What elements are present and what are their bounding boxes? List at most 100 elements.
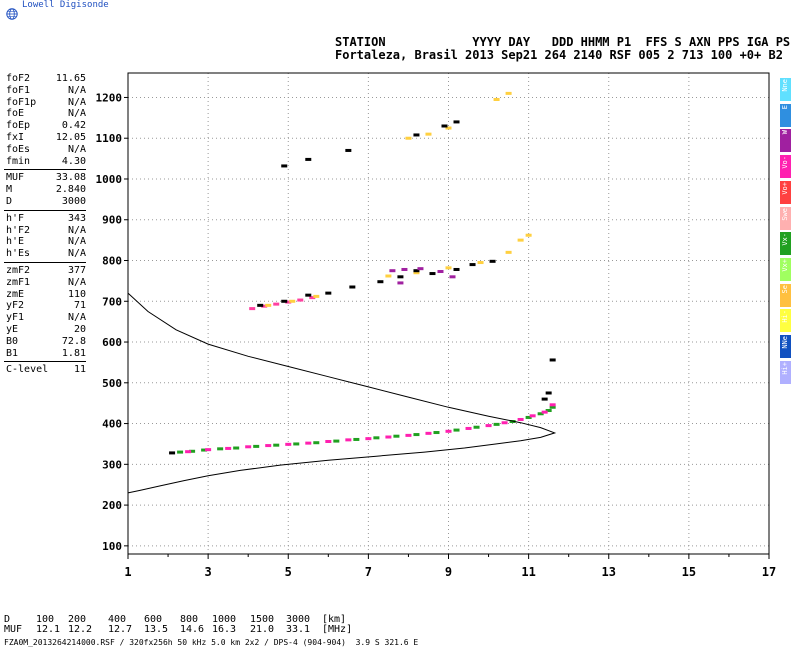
- echo-point: [445, 266, 452, 270]
- echo-point: [233, 446, 240, 450]
- echo-point: [493, 97, 500, 101]
- parameter-value: N/A: [67, 84, 86, 96]
- legend-entry: Hi+: [780, 360, 791, 384]
- parameter-name: h'F2: [6, 224, 31, 236]
- parameter-value: N/A: [67, 143, 86, 155]
- parameter-name: D: [6, 196, 13, 207]
- echo-point: [405, 136, 412, 140]
- echo-point: [437, 270, 444, 274]
- echo-point: [385, 435, 392, 439]
- echo-point: [281, 164, 288, 168]
- legend-entry: Se: [780, 283, 791, 307]
- echo-point: [413, 133, 420, 137]
- echo-point: [253, 444, 260, 448]
- parameter-row: C-level 11: [6, 364, 86, 376]
- y-tick-label: 100: [102, 540, 122, 553]
- echo-point: [453, 428, 460, 432]
- parameter-row: fmin 4.30: [6, 156, 86, 168]
- parameter-name: h'F: [6, 212, 25, 224]
- legend-entry: Vo+: [780, 180, 791, 204]
- parameter-row: D 3000: [6, 196, 86, 208]
- grid: [128, 73, 769, 554]
- parameter-name: foF1: [6, 84, 31, 96]
- echo-point: [313, 441, 320, 445]
- parameter-row: yE 20: [6, 324, 86, 336]
- parameter-name: MUF: [6, 172, 25, 184]
- parameter-name: h'Es: [6, 248, 31, 260]
- muf-value: 16.3: [212, 624, 237, 635]
- distance-value: 3000: [286, 614, 311, 625]
- parameter-separator: [4, 262, 86, 263]
- parameter-row: yF2 71: [6, 300, 86, 312]
- distance-value: 1500: [250, 614, 275, 625]
- echo-point: [517, 417, 524, 421]
- y-tick-label: 900: [102, 214, 122, 227]
- parameter-value: N/A: [67, 224, 86, 236]
- parameter-name: zmF2: [6, 265, 31, 276]
- echo-point: [353, 437, 360, 441]
- echo-point: [333, 439, 340, 443]
- echo-point: [217, 447, 224, 451]
- legend-entry: Nne: [780, 78, 791, 101]
- parameter-name: fxI: [6, 132, 25, 143]
- echo-point: [249, 307, 256, 311]
- parameter-value: 4.30: [61, 155, 86, 167]
- echo-point: [273, 443, 280, 447]
- legend-entry: Vx-: [780, 232, 791, 256]
- x-tick-label: 17: [762, 565, 776, 579]
- echo-point: [549, 403, 556, 407]
- parameter-row: zmF2 377: [6, 265, 86, 277]
- echo-point: [549, 358, 556, 362]
- x-tick-label: 11: [521, 565, 535, 579]
- echo-point: [305, 157, 312, 161]
- parameter-value: 377: [67, 265, 86, 276]
- y-tick-label: 700: [102, 295, 122, 308]
- echo-point: [385, 274, 392, 278]
- legend-entry: Vo-: [780, 155, 791, 179]
- echo-point: [517, 238, 524, 242]
- y-tick-label: 500: [102, 377, 122, 390]
- echo-point: [525, 233, 532, 237]
- legend-entry: Swe: [780, 206, 791, 230]
- x-tick-label: 7: [365, 565, 372, 579]
- echo-point: [305, 293, 312, 297]
- echo-point: [397, 275, 404, 279]
- echo-point: [325, 291, 332, 295]
- echo-point: [281, 299, 288, 303]
- echo-point: [489, 259, 496, 263]
- echo-point: [545, 391, 552, 395]
- echo-point: [373, 436, 380, 440]
- echo-point: [205, 448, 212, 452]
- echo-point: [345, 148, 352, 152]
- echo-point: [477, 261, 484, 265]
- echo-point: [449, 275, 456, 279]
- parameter-value: 1.81: [61, 347, 86, 359]
- x-tick-label: 13: [602, 565, 616, 579]
- footer-info: FZA0M_2013264214000.RSF / 320fx256h 50 k…: [4, 638, 419, 647]
- parameter-row: h'F 343: [6, 213, 86, 225]
- echo-point: [469, 263, 476, 267]
- parameter-name: B0: [6, 335, 19, 347]
- muf-value: 12.7: [108, 624, 133, 635]
- parameter-row: B0 72.8: [6, 336, 86, 348]
- echo-point: [397, 281, 404, 285]
- parameter-name: fmin: [6, 155, 31, 167]
- distance-value: 800: [180, 614, 199, 625]
- echo-point: [441, 124, 448, 128]
- legend-entry: NNe: [780, 335, 791, 358]
- echo-point: [433, 431, 440, 435]
- echo-point: [413, 271, 420, 275]
- legend-entry: Hi-: [780, 309, 791, 333]
- y-tick-label: 1200: [96, 91, 123, 104]
- parameter-value: N/A: [67, 276, 86, 288]
- distance-unit: [km]: [322, 614, 347, 625]
- parameter-name: foEp: [6, 120, 31, 132]
- parameter-row: zmE 110: [6, 289, 86, 301]
- echo-point: [365, 437, 372, 441]
- echo-point: [445, 126, 452, 130]
- echo-point: [265, 303, 272, 307]
- echo-point: [417, 267, 424, 271]
- y-tick-label: 400: [102, 418, 122, 431]
- muf-value: 12.1: [36, 624, 61, 635]
- x-tick-label: 3: [205, 565, 212, 579]
